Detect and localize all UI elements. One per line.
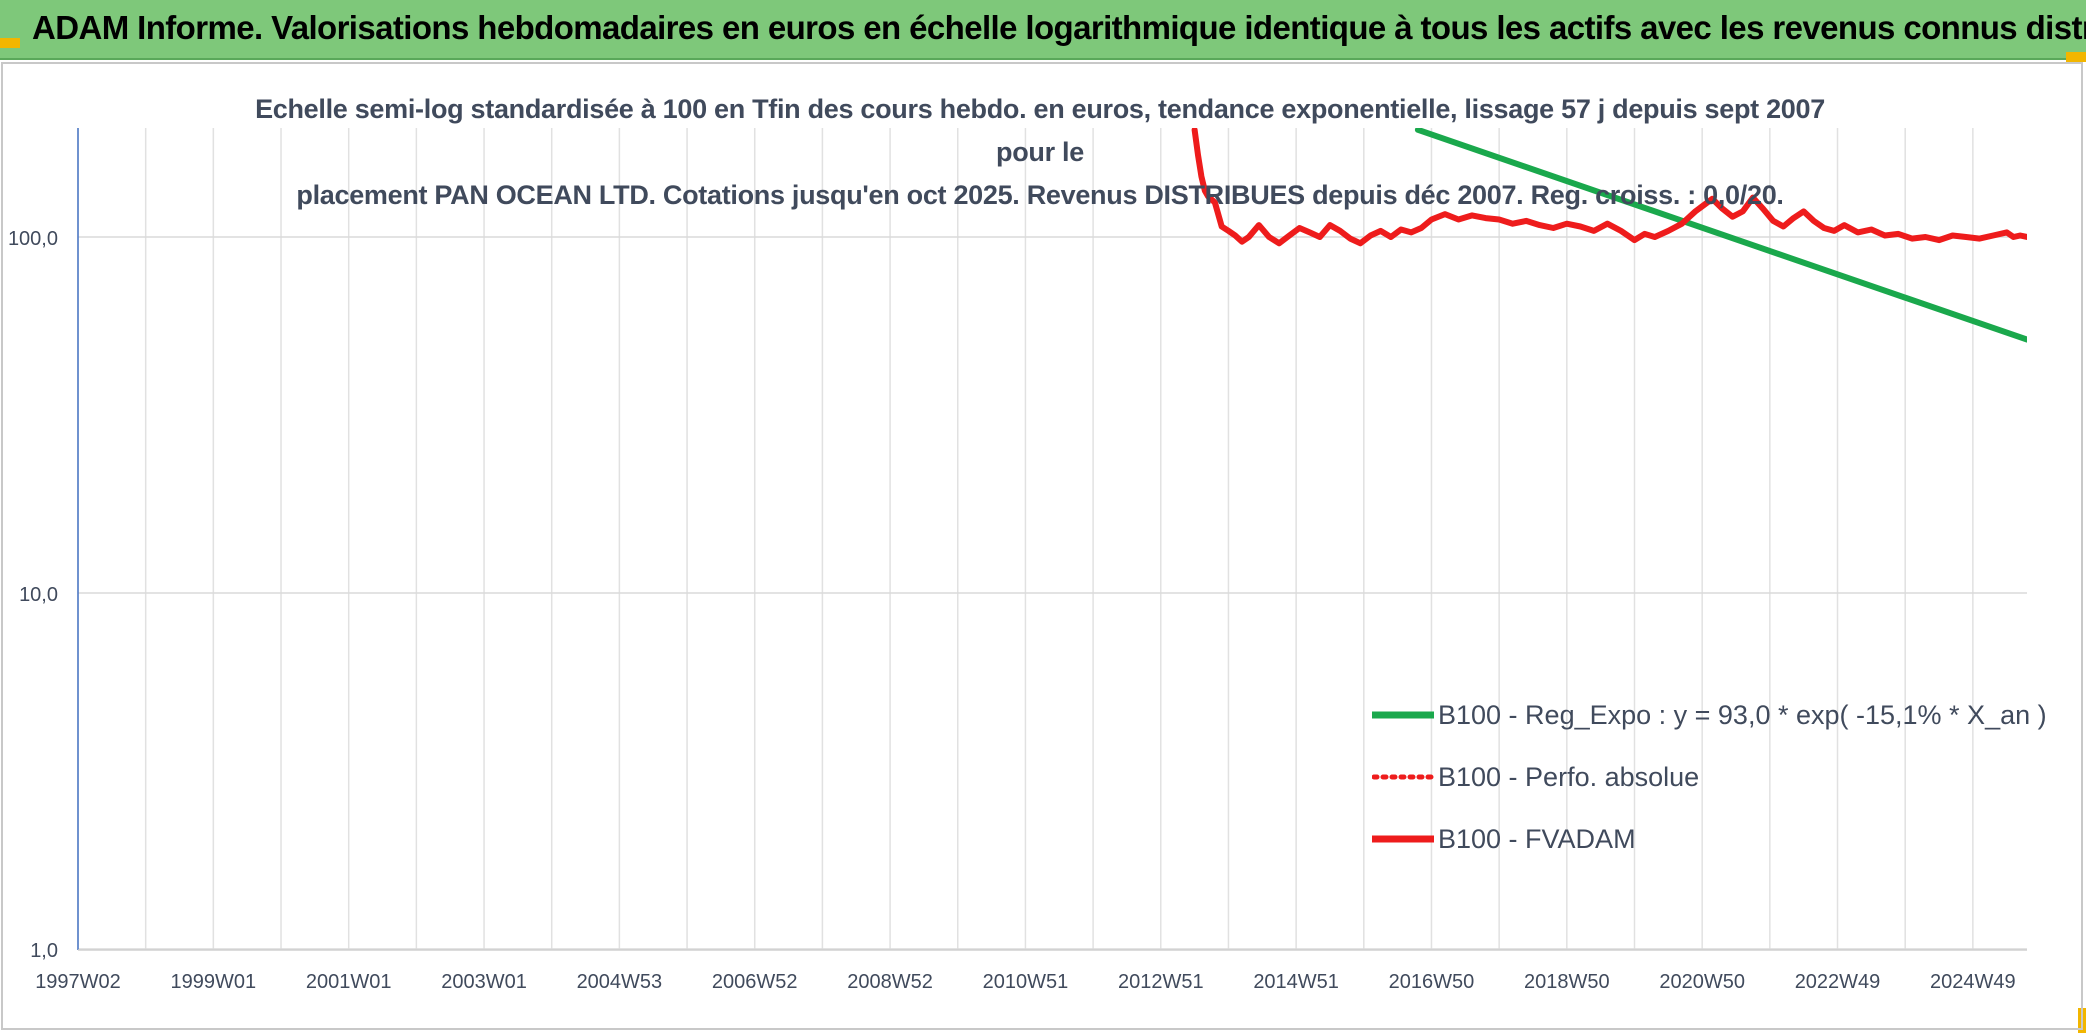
chart-frame — [1, 62, 2083, 1030]
tick-labels: 100,0 10,0 1,0 1997W02 1999W01 2001W01 2003W01… — [8, 228, 2016, 993]
legend-swatch-reg-expo — [1372, 711, 1434, 719]
legend-swatch-perfo-absolue — [1372, 774, 1434, 780]
x-tick-label: 1997W02 — [35, 971, 121, 993]
x-tick-label: 2004W53 — [577, 971, 663, 993]
x-tick-label: 2024W49 — [1930, 971, 2016, 993]
legend-item-fvadam: B100 - FVADAM — [1372, 808, 2047, 870]
x-tick-label: 2008W52 — [847, 971, 933, 993]
y-tick-label: 10,0 — [19, 584, 58, 606]
series-line-fvadam — [1191, 128, 2027, 247]
y-tick-label: 1,0 — [30, 940, 58, 962]
x-tick-label: 2012W51 — [1118, 971, 1204, 993]
x-tick-label: 2001W01 — [306, 971, 392, 993]
x-tick-label: 2018W50 — [1524, 971, 1610, 993]
chart-legend: B100 - Reg_Expo : y = 93,0 * exp( -15,1%… — [1372, 684, 2047, 870]
report-banner: ADAM Informe. Valorisations hebdomadaire… — [0, 0, 2086, 60]
legend-label-reg-expo: B100 - Reg_Expo : y = 93,0 * exp( -15,1%… — [1438, 699, 2047, 730]
legend-item-perfo-absolue: B100 - Perfo. absolue — [1372, 746, 2047, 808]
x-tick-label: 2022W49 — [1795, 971, 1881, 993]
series-line-reg-expo — [1414, 128, 2027, 343]
legend-item-reg-expo: B100 - Reg_Expo : y = 93,0 * exp( -15,1%… — [1372, 684, 2047, 746]
x-tick-label: 2016W50 — [1389, 971, 1475, 993]
legend-swatch-fvadam — [1372, 835, 1434, 843]
axes — [77, 128, 2027, 951]
series-lines — [1191, 128, 2027, 343]
chart-title-line-1: Echelle semi-log standardisée à 100 en T… — [255, 94, 1825, 167]
report-title: ADAM Informe. Valorisations hebdomadaire… — [32, 9, 2086, 46]
corner-marker-left — [0, 38, 20, 48]
y-tick-label: 100,0 — [8, 228, 58, 250]
legend-label-perfo-absolue: B100 - Perfo. absolue — [1438, 761, 1700, 792]
grid-lines — [77, 128, 2027, 950]
x-tick-label: 2020W50 — [1659, 971, 1745, 993]
corner-marker-right — [2066, 52, 2086, 62]
x-tick-label: 2006W52 — [712, 971, 798, 993]
legend-label-fvadam: B100 - FVADAM — [1438, 823, 1636, 854]
x-tick-label: 2003W01 — [441, 971, 527, 993]
chart-title: Echelle semi-log standardisée à 100 en T… — [230, 88, 1850, 217]
x-tick-label: 1999W01 — [171, 971, 257, 993]
x-tick-label: 2010W51 — [983, 971, 1069, 993]
x-tick-label: 2014W51 — [1253, 971, 1339, 993]
chart-title-line-2: placement PAN OCEAN LTD. Cotations jusqu… — [296, 180, 1784, 210]
